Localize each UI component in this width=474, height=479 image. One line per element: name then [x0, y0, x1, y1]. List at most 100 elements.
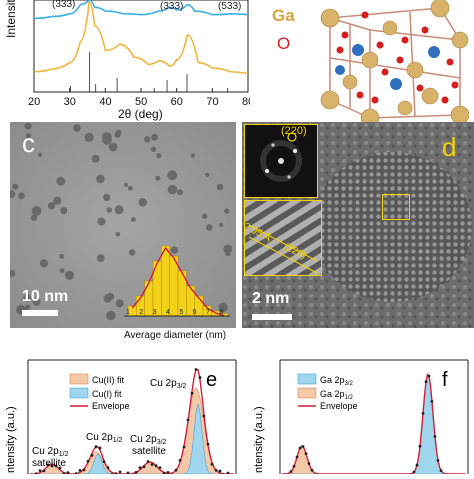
histogram-tick-label: 1	[126, 309, 130, 316]
ga-data-point	[434, 435, 437, 438]
legend-envelope-label: Envelope	[92, 401, 130, 411]
annot-cu-2p12: Cu 2p1/2	[86, 432, 123, 444]
nanoparticle	[65, 271, 74, 280]
xps-cu-plot: Cu(II) fit Cu(I) fit Envelope Intensity …	[0, 356, 240, 474]
panel-letter-c: c	[22, 128, 35, 159]
nanoparticle	[167, 170, 177, 180]
xrd-reference-lines	[70, 52, 227, 92]
cu-data-point	[143, 465, 146, 468]
cu-data-point	[219, 470, 222, 473]
annot-sat12: Cu 2p1/2	[32, 446, 69, 458]
panel-letter-d: d	[442, 132, 456, 163]
nanoparticle	[156, 153, 161, 158]
panel-f: Ga 2p3/2 Ga 2p1/2 Envelope Intensity (a.…	[246, 356, 474, 474]
legend-cu2-label: Cu(II) fit	[92, 375, 125, 385]
cu-data-point	[195, 368, 198, 371]
nanoparticle	[32, 206, 42, 216]
nanoparticle	[114, 132, 120, 138]
legend-o-label: O	[277, 34, 290, 54]
xrd-plot-frame	[34, 0, 248, 92]
xps-cu-y-label: Intensity (a.u.)	[5, 406, 17, 474]
nanoparticle	[60, 207, 67, 214]
zoom-inset: 2.95 Å (220)	[244, 200, 322, 276]
panel-letter-f: f	[442, 369, 448, 391]
nanoparticle	[155, 176, 160, 181]
legend-cu1-label: Cu(I) fit	[92, 389, 122, 399]
cu-data-point	[183, 446, 186, 449]
nanoparticle	[59, 254, 64, 259]
fft-inset: (220)	[244, 124, 318, 198]
histogram-tick-label: 4	[166, 309, 170, 316]
xrd-x-axis-label: 2θ (deg)	[118, 107, 163, 121]
legend-ga12-label: Ga 2p1/2	[320, 389, 354, 401]
nanoparticle	[151, 134, 158, 141]
xrd-tick-label: 20	[28, 96, 40, 108]
cu-data-point	[139, 466, 142, 469]
nanoparticle	[205, 173, 209, 177]
cu-data-point	[79, 469, 82, 472]
panel-d-hrtem-image: (220) 2.95 Å (220) d 2 nm	[242, 122, 474, 328]
cu-data-point	[175, 469, 178, 472]
nanoparticle	[202, 213, 207, 218]
nanoparticle	[144, 136, 150, 142]
nanoparticle	[138, 198, 147, 207]
xrd-peak-label: (333)	[160, 1, 183, 12]
tem-scale-bar	[22, 310, 58, 316]
xrd-tick-label: 40	[99, 96, 111, 108]
nanoparticle	[106, 207, 112, 213]
hrtem-scale-bar-label: 2 nm	[252, 290, 289, 308]
nanoparticle	[73, 124, 81, 132]
ga-data-point	[290, 470, 293, 473]
legend-envelope-label: Envelope	[320, 401, 358, 411]
tem-scale-bar-label: 10 nm	[22, 288, 68, 306]
nanoparticle	[12, 184, 18, 190]
cu-data-point	[43, 469, 46, 472]
cu-data-point	[203, 415, 206, 418]
annot-sat12-b: satellite	[32, 458, 66, 469]
crystal-structure-image	[310, 0, 474, 122]
histogram-tick-label: 3	[153, 309, 157, 316]
nanoparticle	[18, 192, 25, 199]
cu-data-point	[91, 454, 94, 457]
ga-data-point	[431, 400, 434, 403]
cu-data-point	[207, 443, 210, 446]
cu-data-point	[155, 464, 158, 467]
ga-data-point	[416, 464, 419, 467]
cu-data-point	[179, 459, 182, 462]
ga-data-point	[440, 469, 443, 472]
xrd-curve-orange	[34, 2, 248, 74]
xrd-tick-label: 80	[242, 96, 250, 108]
nanoparticle	[151, 147, 156, 152]
panel-b: Ga O	[250, 0, 474, 122]
histogram-tick-label: 7	[206, 309, 210, 316]
nanoparticle	[96, 175, 105, 184]
cu-data-point	[191, 392, 194, 395]
histogram-bars	[128, 246, 228, 316]
nanoparticle	[38, 153, 42, 157]
xps-ga-y-label: Intensity (a.u.)	[253, 406, 265, 474]
histogram-tick-label: 6	[193, 309, 197, 316]
ga-data-point	[299, 447, 302, 450]
xrd-tick-label: 30	[64, 96, 76, 108]
cu-data-point	[199, 376, 202, 379]
nanoparticle	[56, 177, 65, 186]
histogram-bar	[170, 256, 178, 316]
histogram-bar	[161, 246, 169, 316]
nanoparticle	[106, 311, 115, 320]
nanoparticle	[124, 183, 128, 187]
histogram-x-label: Average diameter (nm)	[124, 330, 226, 341]
cu-data-point	[83, 469, 86, 472]
cu-data-point	[87, 460, 90, 463]
ga-data-point	[296, 456, 299, 459]
cu-data-point	[211, 463, 214, 466]
ga-data-point	[305, 452, 308, 455]
cu-data-point	[39, 469, 42, 472]
xrd-tick-label: 70	[206, 96, 218, 108]
cu-data-point	[147, 460, 150, 463]
nanoparticle	[109, 143, 118, 152]
xrd-peak-label: (333)	[52, 0, 75, 10]
cu-data-point	[167, 471, 170, 474]
cu-data-point	[103, 460, 106, 463]
